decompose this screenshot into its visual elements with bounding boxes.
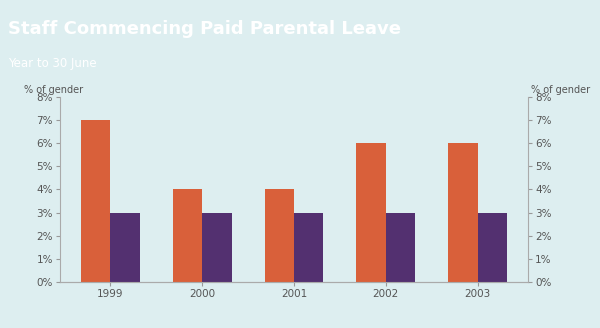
Bar <box>173 190 202 282</box>
Bar <box>478 213 507 282</box>
Bar <box>448 143 478 282</box>
Text: Year to 30 June: Year to 30 June <box>8 57 97 71</box>
Bar <box>81 120 110 282</box>
Bar <box>265 190 294 282</box>
Bar <box>386 213 415 282</box>
Bar <box>110 213 140 282</box>
Bar <box>294 213 323 282</box>
Bar <box>202 213 232 282</box>
Text: % of gender: % of gender <box>24 85 83 95</box>
Text: Staff Commencing Paid Parental Leave: Staff Commencing Paid Parental Leave <box>8 20 401 38</box>
Bar <box>356 143 386 282</box>
Text: % of gender: % of gender <box>531 85 590 95</box>
